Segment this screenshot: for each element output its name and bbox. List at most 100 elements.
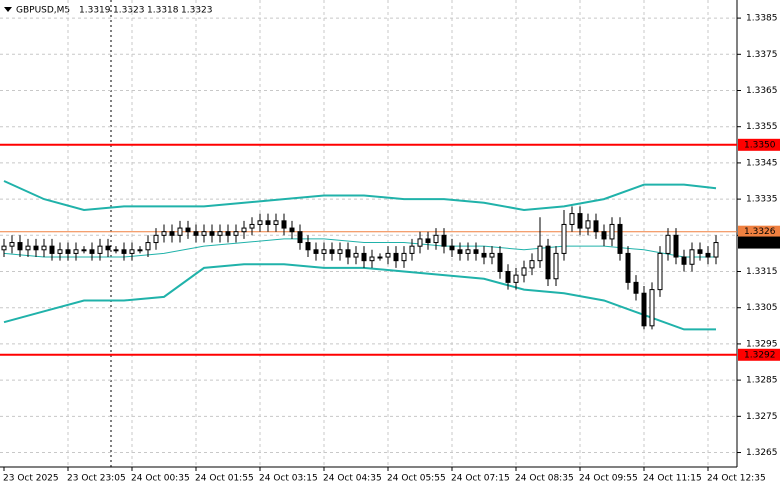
candle-body <box>105 245 111 251</box>
candle-body <box>641 292 647 327</box>
x-tick-label: 24 Oct 04:35 <box>323 474 382 484</box>
header-value: 1.3318 <box>147 6 179 16</box>
candle-body <box>217 231 223 236</box>
candle-body <box>137 249 143 252</box>
level-label-box <box>738 225 780 238</box>
x-tick-label: 24 Oct 07:15 <box>451 474 510 484</box>
candle-body <box>233 231 239 236</box>
level-label-box <box>738 348 780 361</box>
candle-body <box>97 245 103 254</box>
candle-body <box>321 249 327 254</box>
candle-body <box>297 231 303 244</box>
price-label: 1.3323 <box>744 238 776 248</box>
y-tick-label: 1.3315 <box>746 267 778 277</box>
candle-body <box>329 249 335 254</box>
candle-body <box>265 220 271 225</box>
symbol-icon <box>4 7 12 12</box>
candle-body <box>537 245 543 262</box>
candle-body <box>441 234 447 247</box>
candle-body <box>633 281 639 294</box>
candle-body <box>89 249 95 254</box>
candle-body <box>529 260 535 269</box>
candle-body <box>193 231 199 236</box>
y-tick-label: 1.3335 <box>746 195 778 205</box>
y-tick-label: 1.3275 <box>746 412 778 422</box>
candle-body <box>481 252 487 258</box>
candle-body <box>457 249 463 254</box>
x-tick-label: 24 Oct 03:15 <box>259 474 318 484</box>
candle-body <box>361 252 367 262</box>
candle-body <box>113 249 119 252</box>
candle-body <box>313 249 319 254</box>
candle-body <box>673 234 679 258</box>
x-tick-label: 24 Oct 12:35 <box>707 474 766 484</box>
level-label: 1.3350 <box>744 140 776 150</box>
x-tick-label: 23 Oct 23:05 <box>67 474 126 484</box>
x-tick-label: 24 Oct 00:35 <box>131 474 190 484</box>
candle-body <box>393 252 399 262</box>
x-tick-label: 24 Oct 11:15 <box>643 474 702 484</box>
candle-body <box>697 249 703 254</box>
candle-body <box>281 220 287 229</box>
level-label: 1.3292 <box>744 350 776 360</box>
y-tick-label: 1.3355 <box>746 122 778 132</box>
candle-body <box>417 238 423 247</box>
candle-body <box>129 249 135 254</box>
candle-body <box>649 289 655 327</box>
x-tick-label: 24 Oct 08:35 <box>515 474 574 484</box>
y-tick-label: 1.3285 <box>746 376 778 386</box>
candle-body <box>185 227 191 233</box>
candle-body <box>513 274 519 283</box>
candle-body <box>705 252 711 258</box>
candle-body <box>161 231 167 236</box>
candle-body <box>225 231 231 236</box>
symbol: GBPUSD,M5 <box>16 6 70 16</box>
candle-body <box>65 249 71 254</box>
candle-body <box>433 234 439 244</box>
candle-body <box>153 234 159 244</box>
candle-body <box>585 220 591 229</box>
y-tick-label: 1.3365 <box>746 86 778 96</box>
y-tick-label: 1.3385 <box>746 14 778 24</box>
candle-body <box>713 242 719 258</box>
candle-body <box>289 227 295 233</box>
candle-body <box>569 213 575 225</box>
candle-body <box>497 252 503 273</box>
level-label: 1.3326 <box>744 227 776 237</box>
candle-body <box>545 245 551 280</box>
candle-body <box>25 245 31 251</box>
candle-body <box>17 242 23 251</box>
x-tick-label: 24 Oct 09:55 <box>579 474 638 484</box>
candle-body <box>249 223 255 229</box>
candle-body <box>409 245 415 254</box>
candle-body <box>489 252 495 258</box>
candle-body <box>337 249 343 254</box>
candle-body <box>617 223 623 254</box>
candle-body <box>473 249 479 254</box>
candle-body <box>561 223 567 254</box>
band-upper <box>3 180 717 211</box>
x-tick-label: 23 Oct 2025 <box>3 474 59 484</box>
candle-body <box>1 245 7 251</box>
candle-body <box>601 231 607 240</box>
candle-body <box>49 245 55 254</box>
level-label-box <box>738 138 780 151</box>
x-tick-label: 24 Oct 01:55 <box>195 474 254 484</box>
candle-body <box>57 249 63 254</box>
candle-body <box>593 220 599 233</box>
y-tick-label: 1.3295 <box>746 339 778 349</box>
y-tick-label: 1.3265 <box>746 448 778 458</box>
candle-body <box>201 231 207 236</box>
price-label-box <box>738 236 780 249</box>
candle-body <box>521 267 527 276</box>
candle-body <box>449 245 455 251</box>
candle-body <box>689 249 695 265</box>
candle-body <box>145 242 151 251</box>
candle-body <box>121 249 127 254</box>
candle-body <box>257 220 263 225</box>
candle-body <box>273 220 279 225</box>
candle-body <box>73 249 79 254</box>
candle-body <box>209 231 215 236</box>
